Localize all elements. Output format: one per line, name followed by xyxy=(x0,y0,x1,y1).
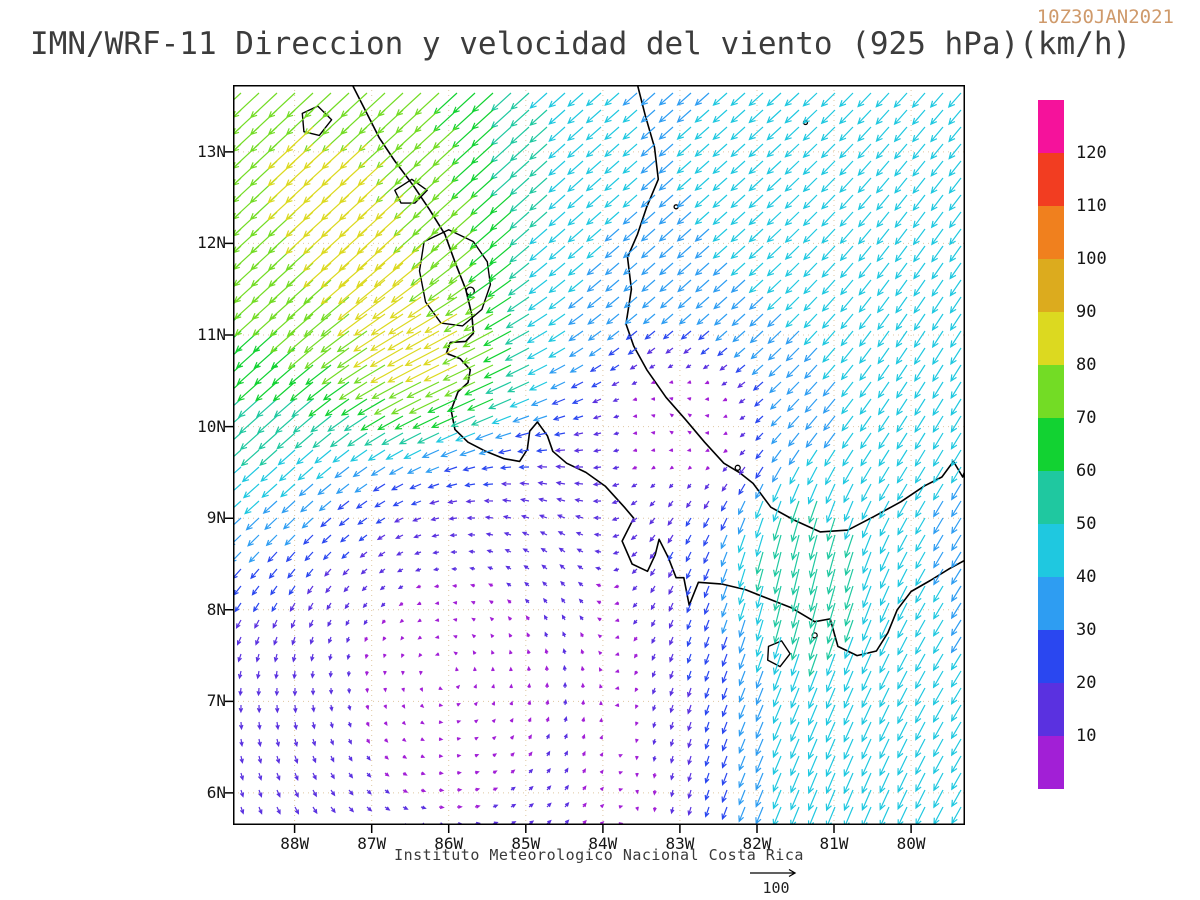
caribbean-coast xyxy=(625,85,965,533)
colorbar-tick-label: 60 xyxy=(1076,461,1097,481)
reference-vector-arrow xyxy=(750,868,797,878)
reference-vector-label: 100 xyxy=(762,879,790,897)
colorbar-gradient xyxy=(1038,100,1064,789)
colorbar-segment xyxy=(1038,365,1064,418)
tick-marks xyxy=(225,151,912,833)
colorbar-segment xyxy=(1038,524,1064,577)
longitude-tick-label: 80W xyxy=(896,834,926,853)
map-plot-area xyxy=(225,85,965,833)
longitude-tick-label: 84W xyxy=(588,834,618,853)
colorbar-segment xyxy=(1038,153,1064,206)
wind-arrows-layer xyxy=(233,92,962,825)
colorbar-segment xyxy=(1038,471,1064,524)
latitude-tick-label: 12N xyxy=(197,233,226,253)
latitude-tick-label: 11N xyxy=(197,325,226,345)
colorbar-tick-label: 40 xyxy=(1076,567,1097,587)
latitude-tick-label: 13N xyxy=(197,141,226,161)
colorbar-segment xyxy=(1038,259,1064,312)
reference-arrow-path xyxy=(750,868,797,878)
wind-arrows-speed-band-5 xyxy=(233,92,854,677)
pacific-coast xyxy=(351,85,965,657)
colorbar-tick-label: 70 xyxy=(1076,408,1097,428)
chart-title: IMN/WRF-11 Direccion y velocidad del vie… xyxy=(30,26,1132,62)
colorbar-tick-label: 20 xyxy=(1076,673,1097,693)
plot-border xyxy=(233,85,965,825)
colorbar-tick-label: 10 xyxy=(1076,726,1097,746)
valid-time-label: 10Z30JAN2021 xyxy=(1036,6,1174,28)
longitude-tick-label: 88W xyxy=(280,834,310,853)
colorbar-segment xyxy=(1038,206,1064,259)
lake-managua xyxy=(394,178,428,204)
colorbar-segment xyxy=(1038,312,1064,365)
colorbar-tick-label: 50 xyxy=(1076,514,1097,534)
wind-arrows-speed-band-1 xyxy=(235,347,746,825)
ometepe-island xyxy=(465,286,475,296)
longitude-tick-label: 83W xyxy=(665,834,695,853)
latitude-tick-label: 6N xyxy=(206,782,226,802)
wind-arrows-speed-band-0 xyxy=(364,380,728,825)
bocas-island xyxy=(734,464,741,471)
colorbar-tick-label: 90 xyxy=(1076,302,1097,322)
colorbar-segment xyxy=(1038,736,1064,789)
wind-vector-map xyxy=(225,85,965,833)
colorbar-tick-label: 30 xyxy=(1076,620,1097,640)
latitude-tick-label: 7N xyxy=(206,691,226,711)
colorbar-tick-label: 80 xyxy=(1076,355,1097,375)
latitude-tick-label: 8N xyxy=(206,599,226,619)
wind-arrows-speed-band-7 xyxy=(233,92,494,415)
longitude-tick-label: 81W xyxy=(819,834,849,853)
wind-arrows-speed-band-8 xyxy=(267,126,458,384)
colorbar-segment xyxy=(1038,630,1064,683)
colorbar-tick-label: 120 xyxy=(1076,143,1107,163)
colorbar-tick-label: 110 xyxy=(1076,196,1107,216)
colorbar: 120 110 100 90 80 70 60 50 40 30 20 10 xyxy=(1038,100,1158,790)
latitude-tick-label: 9N xyxy=(206,508,226,528)
wind-arrows-speed-band-2 xyxy=(233,330,764,825)
longitude-tick-label: 86W xyxy=(434,834,464,853)
wind-arrows-speed-band-6 xyxy=(233,92,512,431)
wind-arrows-speed-band-4 xyxy=(233,92,962,825)
source-attribution: Instituto Meteorologico Nacional Costa R… xyxy=(394,846,804,864)
axis-ticks xyxy=(225,151,912,833)
longitude-tick-label: 85W xyxy=(511,834,541,853)
longitude-tick-label: 82W xyxy=(742,834,772,853)
colorbar-segment xyxy=(1038,100,1064,153)
colorbar-segment xyxy=(1038,683,1064,736)
latitude-tick-label: 10N xyxy=(197,416,226,436)
longitude-tick-label: 87W xyxy=(357,834,387,853)
colorbar-segment xyxy=(1038,577,1064,630)
colorbar-segment xyxy=(1038,418,1064,471)
colorbar-tick-label: 100 xyxy=(1076,249,1107,269)
